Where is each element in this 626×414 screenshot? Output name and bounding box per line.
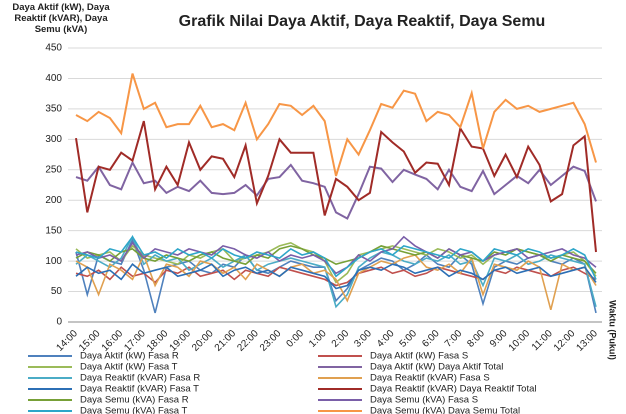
- x-tick-label: 12:00: [552, 328, 578, 354]
- x-tick-label: 14:00: [55, 328, 81, 354]
- x-tick-label: 0:00: [285, 328, 307, 350]
- y-tick-label: 350: [45, 104, 62, 115]
- x-axis-title: Waktu (Pukul): [608, 300, 618, 360]
- x-tick-label: 23:00: [258, 328, 284, 354]
- legend-label: Daya Aktif (kW) Daya Aktif Total: [370, 362, 503, 373]
- series-line: [75, 120, 597, 253]
- series-line: [75, 235, 597, 280]
- legend-label: Daya Reaktif (kVAR) Fasa R: [80, 373, 200, 384]
- y-tick-label: 150: [45, 225, 62, 236]
- x-tick-label: 1:00: [307, 328, 329, 350]
- series-line: [75, 252, 597, 311]
- x-tick-label: 13:00: [575, 328, 601, 354]
- legend-label: Daya Reaktif (kVAR) Fasa S: [370, 373, 490, 384]
- series-line: [75, 263, 597, 290]
- x-tick-label: 2:00: [330, 328, 352, 350]
- x-tick-label: 10:00: [507, 328, 533, 354]
- x-tick-label: 22:00: [235, 328, 261, 354]
- x-tick-label: 6:00: [420, 328, 442, 350]
- x-tick-label: 8:00: [465, 328, 487, 350]
- legend-label: Daya Aktif (kW) Fasa S: [370, 351, 468, 362]
- x-tick-label: 11:00: [530, 328, 555, 353]
- series-line: [75, 234, 597, 309]
- y-tick-label: 400: [45, 73, 62, 84]
- x-tick-label: 20:00: [190, 328, 216, 354]
- y-tick-label: 50: [51, 286, 63, 297]
- series-line: [75, 237, 597, 314]
- legend-label: Daya Semu (kVA) Fasa R: [80, 395, 189, 406]
- legend-label: Daya Aktif (kW) Fasa R: [80, 351, 179, 362]
- legend-label: Daya Aktif (kW) Fasa T: [80, 362, 178, 373]
- series-line: [75, 235, 597, 275]
- legend-label: Daya Semu (kVA) Fasa S: [370, 395, 478, 406]
- series-line: [75, 266, 597, 287]
- x-tick-label: 21:00: [213, 328, 239, 354]
- y-axis-title: Daya Aktif (kW), Daya Reaktif (kVAR), Da…: [12, 2, 110, 35]
- series-line: [75, 73, 597, 177]
- series-line: [75, 160, 597, 220]
- x-tick-label: 5:00: [398, 328, 420, 350]
- y-tick-label: 200: [45, 195, 62, 206]
- y-tick-label: 100: [45, 256, 62, 267]
- legend-label: Daya Semu (kVA) Daya Semu Total: [370, 406, 520, 414]
- legend-label: Daya Reaktif (kVAR) Daya Reaktif Total: [370, 384, 537, 395]
- y-tick-label: 250: [45, 164, 62, 175]
- y-tick-label: 0: [56, 317, 62, 328]
- legend-label: Daya Semu (kVA) Fasa T: [80, 406, 188, 414]
- chart-title: Grafik Nilai Daya Aktif, Daya Reaktif, D…: [179, 13, 546, 30]
- x-tick-label: 3:00: [352, 328, 374, 350]
- x-tick-label: 4:00: [375, 328, 397, 350]
- x-tick-label: 7:00: [443, 328, 465, 350]
- y-tick-label: 450: [45, 43, 62, 54]
- y-tick-label: 300: [45, 134, 62, 145]
- legend-label: Daya Reaktif (kVAR) Fasa T: [80, 384, 199, 395]
